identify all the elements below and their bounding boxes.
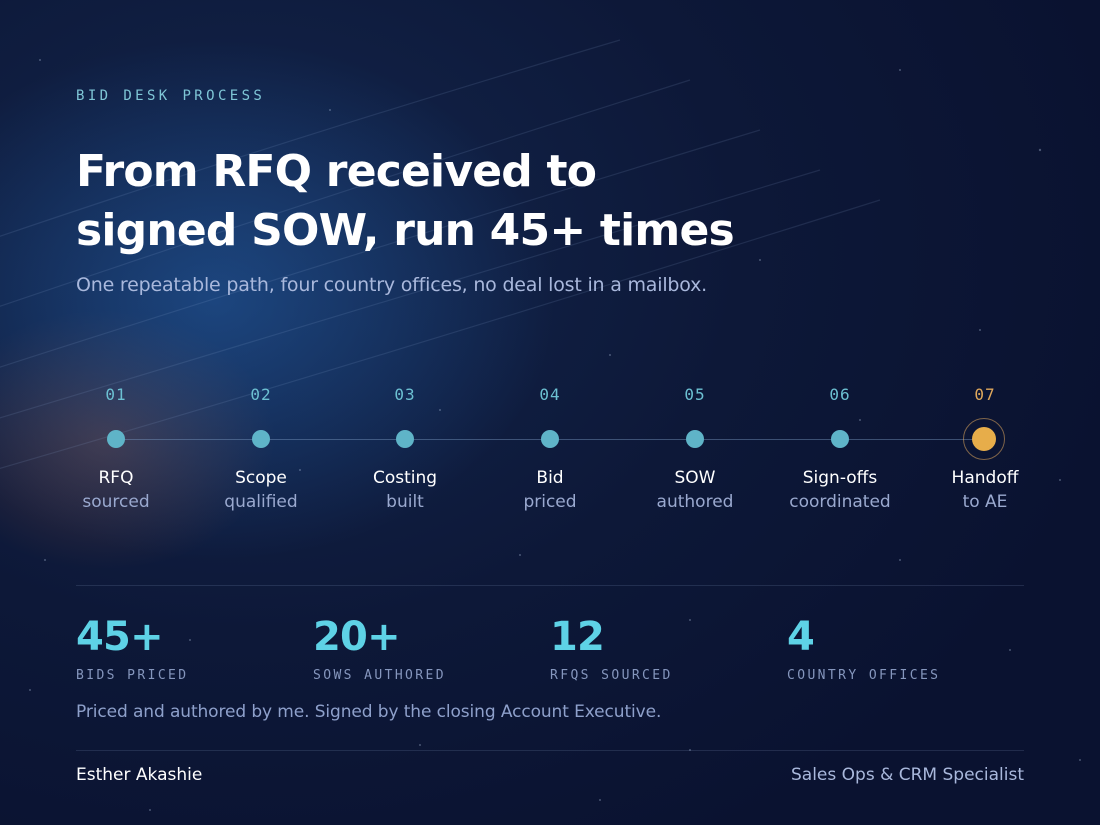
divider <box>76 750 1024 751</box>
stat-value: 4 <box>787 614 815 660</box>
step-node <box>541 430 559 448</box>
step-subtitle: authored <box>656 492 734 512</box>
step-subtitle: sourced <box>82 492 150 512</box>
stat-label: RFQS SOURCED <box>550 668 673 683</box>
step-title: Handoff <box>951 468 1019 488</box>
step-number: 02 <box>250 385 272 404</box>
step-title: Sign-offs <box>802 468 878 488</box>
divider <box>76 585 1024 586</box>
step-title: SOW <box>674 468 716 488</box>
step-bid: 04 Bid priced <box>470 380 630 514</box>
step-node <box>831 430 849 448</box>
stat-label: SOWS AUTHORED <box>313 668 446 683</box>
step-number: 07 <box>974 385 996 404</box>
page-title: From RFQ received to signed SOW, run 45+… <box>76 142 856 260</box>
step-sow: 05 SOW authored <box>615 380 775 514</box>
author-name: Esther Akashie <box>76 765 203 785</box>
step-handoff: 07 Handoff to AE <box>905 380 1065 514</box>
stat-country-offices: 4 COUNTRY OFFICES <box>787 612 940 683</box>
step-title: Scope <box>235 468 287 488</box>
stat-label: BIDS PRICED <box>76 668 189 683</box>
step-title: RFQ <box>98 468 134 488</box>
step-number: 06 <box>829 385 851 404</box>
process-timeline: 01 RFQ sourced 02 Scope qualified 03 Cos… <box>0 380 1100 540</box>
page-title-line-1: From RFQ received to <box>76 146 597 197</box>
step-subtitle: coordinated <box>789 492 891 512</box>
step-number: 05 <box>684 385 706 404</box>
step-node <box>252 430 270 448</box>
step-sign-offs: 06 Sign-offs coordinated <box>760 380 920 514</box>
subtitle: One repeatable path, four country office… <box>76 274 707 296</box>
author-role: Sales Ops & CRM Specialist <box>791 765 1024 785</box>
step-subtitle: built <box>386 492 424 512</box>
step-costing: 03 Costing built <box>325 380 485 514</box>
step-node <box>396 430 414 448</box>
step-title: Costing <box>372 468 438 488</box>
stat-value: 45+ <box>76 614 164 660</box>
eyebrow-label: BID DESK PROCESS <box>76 88 266 104</box>
step-scope: 02 Scope qualified <box>181 380 341 514</box>
step-node <box>107 430 125 448</box>
step-subtitle: qualified <box>224 492 298 512</box>
stat-value: 20+ <box>313 614 401 660</box>
page-title-line-2: signed SOW, run 45+ times <box>76 205 735 256</box>
step-number: 03 <box>394 385 416 404</box>
step-number: 01 <box>105 385 127 404</box>
step-number: 04 <box>539 385 561 404</box>
step-rfq: 01 RFQ sourced <box>36 380 196 514</box>
step-subtitle: to AE <box>962 492 1008 512</box>
attribution-note: Priced and authored by me. Signed by the… <box>76 702 662 722</box>
step-subtitle: priced <box>523 492 577 512</box>
step-node <box>686 430 704 448</box>
final-step-node <box>963 418 1005 460</box>
step-title: Bid <box>536 468 564 488</box>
stat-sows-authored: 20+ SOWS AUTHORED <box>313 612 446 683</box>
stat-label: COUNTRY OFFICES <box>787 668 941 683</box>
stat-value: 12 <box>550 614 605 660</box>
stat-rfqs-sourced: 12 RFQS SOURCED <box>550 612 673 683</box>
stat-bids-priced: 45+ BIDS PRICED <box>76 612 189 683</box>
